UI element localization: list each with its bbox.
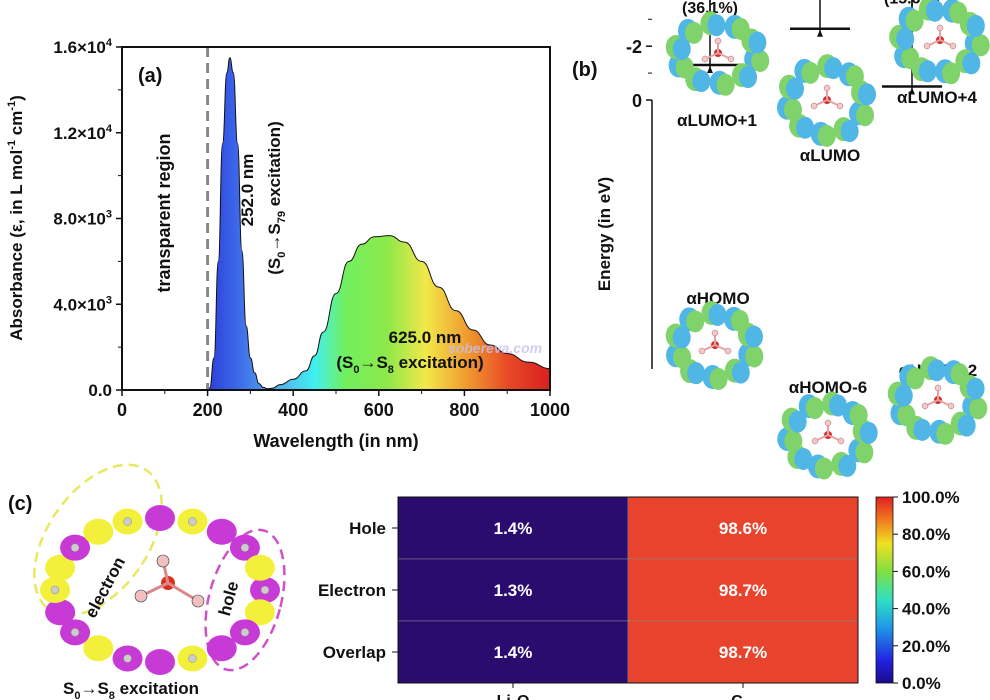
x-tick-label: 1000 — [530, 400, 570, 420]
isosurface-lobe — [83, 518, 114, 545]
isosurface-caption: S0→S8 excitation — [63, 679, 199, 700]
heatmap-cell — [627, 496, 859, 560]
column-label: C20 — [731, 693, 755, 700]
hole-region-outline — [204, 528, 286, 672]
panel-label-a: (a) — [138, 65, 162, 87]
transparent-region-label: transparent region — [154, 133, 174, 292]
arrow-head — [707, 66, 713, 74]
peak2-label: 625.0 nm — [389, 328, 462, 347]
panel-label-b: (b) — [572, 59, 598, 81]
y-tick-label: 4.0×103 — [53, 294, 112, 314]
peak2-transition-label: (S0→S8 excitation) — [336, 353, 483, 376]
row-label: Electron — [318, 581, 386, 600]
orbital-isosurfaces — [665, 0, 990, 480]
isosurface-lobe — [83, 635, 114, 662]
y-tick-label: 1.6×104 — [53, 37, 112, 57]
colorbar-tick-label: 60.0% — [902, 562, 950, 581]
panel-label-c: (c) — [8, 493, 32, 515]
panel-b-energy-diagram: (b) 0-2-4-6-8-10 Energy (in eV) 5.05(36.… — [572, 0, 990, 480]
electron-region-outline — [33, 463, 163, 617]
colorbar-tick-label: 100.0% — [902, 488, 960, 507]
transition-2: 7.01(22.0%) — [790, 0, 850, 37]
x-tick-label: 0 — [117, 400, 127, 420]
x-tick-label: 600 — [364, 400, 394, 420]
heatmap: Hole 1.4% 98.6% Electron 1.3% 98.7% Overlap 1.4… — [318, 496, 859, 700]
arrow-head — [909, 87, 915, 95]
energy-axis-label: Energy (in eV) — [595, 177, 614, 291]
orbital-label: αLUMO — [800, 146, 861, 165]
energy-axis-ticks: 0-2-4-6-8-10 — [626, 0, 652, 111]
watermark: sobereva.com — [448, 340, 542, 356]
isosurface-lobe — [45, 554, 76, 581]
orbital-label: αLUMO+4 — [897, 88, 977, 107]
energy-tick-label: 0 — [632, 91, 642, 111]
y-tick-label: 8.0×103 — [53, 209, 112, 229]
isosurface-lobe — [145, 505, 175, 531]
panel-c-hole-electron: (c) electron hole S0→S8 excitation Hole 1… — [8, 463, 960, 700]
isosurface-lobe — [244, 599, 275, 626]
row-label: Overlap — [323, 643, 386, 662]
orbital-label: αLUMO+1 — [677, 111, 757, 130]
isosurface-lobe — [244, 554, 275, 581]
panel-a-absorption-chart: 0 200 400 600 800 1000 0.0 4.0×103 8.0×103 1.2×10… — [6, 37, 570, 451]
heatmap-cell — [627, 620, 859, 684]
spectrum-line — [207, 57, 551, 391]
column-label: Li3O — [497, 693, 530, 700]
x-axis-label: Wavelength (in nm) — [253, 431, 418, 451]
orbital-icon — [777, 391, 878, 480]
cell-value: 1.4% — [494, 643, 533, 662]
y-tick-label: 0.0 — [88, 381, 112, 400]
peak1-transition-label: (S0→S79 excitation) — [265, 121, 288, 274]
orbital-icon — [889, 0, 990, 85]
orbital-icon — [665, 301, 764, 390]
colorbar — [875, 496, 894, 684]
y-tick-label: 1.2×104 — [53, 123, 112, 143]
orbital-label: αHOMO — [686, 289, 749, 308]
hole-label: hole — [215, 579, 242, 618]
isosurface-lobe — [206, 518, 237, 545]
orbital-icon — [887, 356, 988, 445]
contribution: (15.6%) — [884, 0, 940, 8]
cell-value: 98.7% — [719, 581, 767, 600]
hole-electron-isosurface — [33, 463, 286, 675]
cell-value: 98.6% — [719, 519, 767, 538]
heatmap-cell — [627, 558, 859, 622]
heatmap-cell — [397, 496, 629, 560]
lithium-atom — [156, 554, 170, 568]
isosurface-lobe — [206, 635, 237, 662]
row-label: Hole — [349, 519, 386, 538]
x-tick-label: 200 — [193, 400, 223, 420]
cell-value: 1.4% — [494, 519, 533, 538]
colorbar-ticks: 100.0% 80.0% 60.0% 40.0% 20.0% 0.0% — [893, 488, 960, 693]
lithium-atom — [191, 594, 205, 608]
heatmap-cell — [397, 558, 629, 622]
colorbar-tick-label: 20.0% — [902, 637, 950, 656]
cell-value: 1.3% — [494, 581, 533, 600]
y-axis-label: Absorbance (ε, in L mol-1 cm-1) — [6, 95, 26, 341]
cell-value: 98.7% — [719, 643, 767, 662]
contribution: (36.1%) — [682, 0, 738, 17]
axis-ticks: 0 200 400 600 800 1000 0.0 4.0×103 8.0×103 1.2×10… — [53, 37, 570, 420]
isosurface-lobe — [45, 599, 76, 626]
orbital-label: αHOMO-6 — [789, 378, 867, 397]
colorbar-tick-label: 40.0% — [902, 600, 950, 619]
energy-tick-label: -4 — [626, 0, 642, 3]
colorbar-tick-label: 0.0% — [902, 674, 941, 693]
orbital-icon — [776, 54, 877, 147]
isosurface-lobe — [145, 649, 175, 675]
x-tick-label: 800 — [449, 400, 479, 420]
energy-tick-label: -2 — [626, 37, 642, 57]
x-tick-label: 400 — [278, 400, 308, 420]
heatmap-cell — [397, 620, 629, 684]
arrow-head — [817, 29, 823, 37]
colorbar-tick-label: 80.0% — [902, 525, 950, 544]
lithium-atom — [134, 589, 148, 603]
orbital-icon — [665, 11, 770, 96]
peak1-label: 252.0 nm — [238, 154, 257, 227]
